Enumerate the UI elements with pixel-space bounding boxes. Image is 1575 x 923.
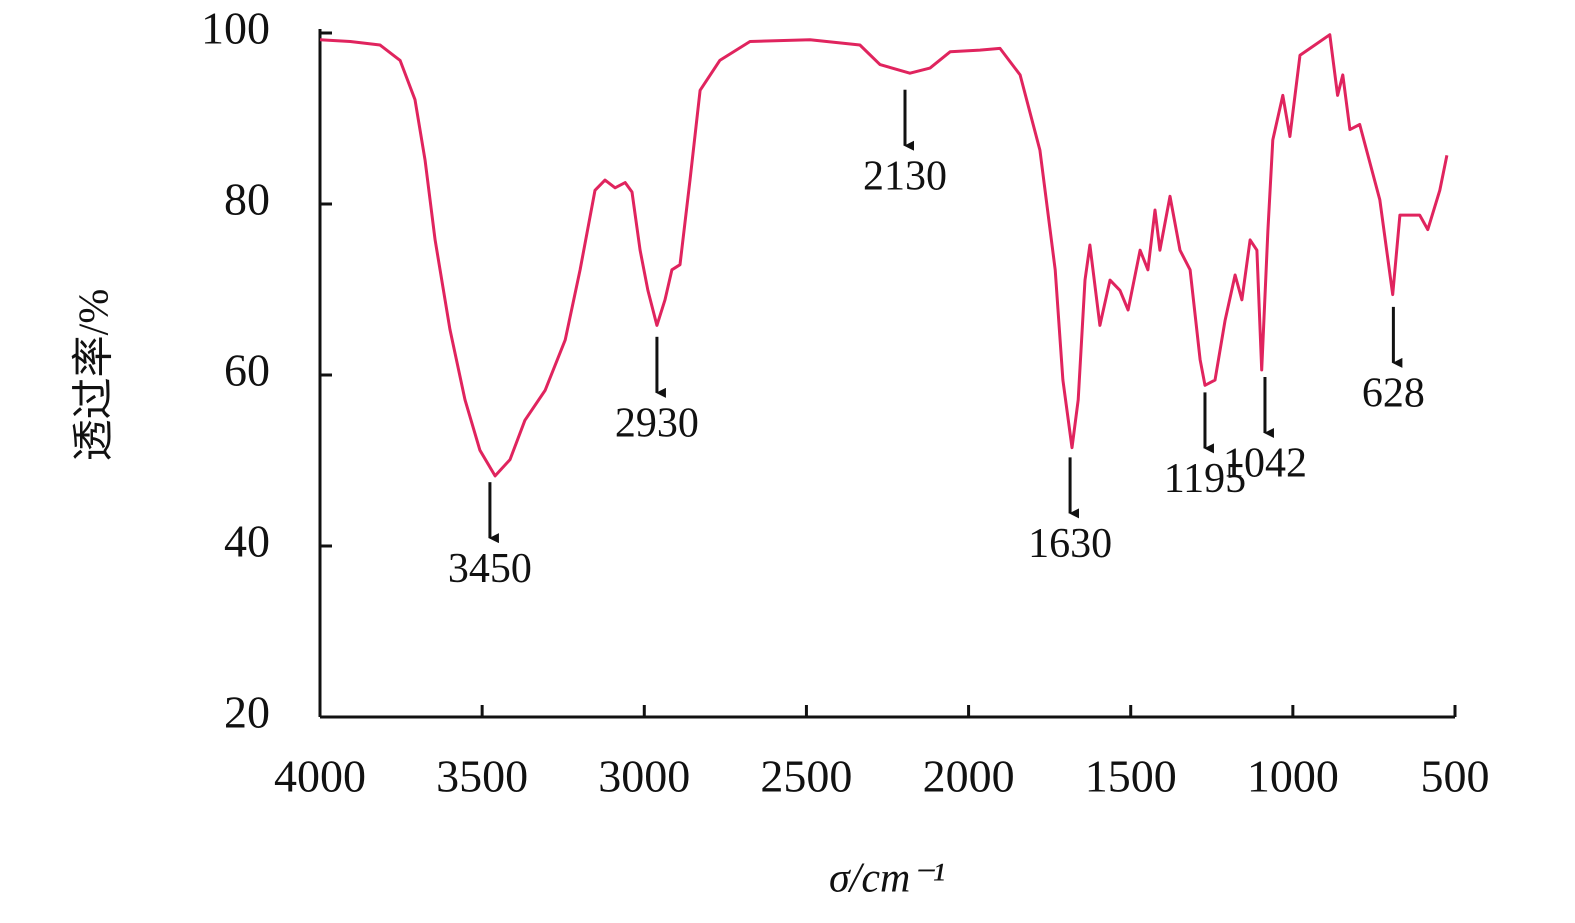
annotation-label: 2130 bbox=[863, 153, 947, 199]
annotation-label: 2930 bbox=[615, 400, 699, 446]
annotation-label: 3450 bbox=[448, 546, 532, 592]
x-tick-label: 1500 bbox=[1085, 751, 1177, 802]
y-tick-label: 100 bbox=[201, 3, 270, 54]
x-tick-label: 1000 bbox=[1247, 751, 1339, 802]
annotation-label: 1195 bbox=[1164, 456, 1246, 502]
x-tick-label: 3000 bbox=[598, 751, 690, 802]
spectrum-line bbox=[319, 33, 1449, 478]
y-axis-label: 透过率/% bbox=[71, 289, 118, 462]
y-tick-label: 80 bbox=[224, 174, 270, 225]
x-tick-label: 500 bbox=[1421, 751, 1490, 802]
x-tick-label: 2500 bbox=[760, 751, 852, 802]
annotation-label: 628 bbox=[1362, 371, 1425, 417]
x-axis-label: σ/cm⁻¹ bbox=[829, 856, 945, 902]
annotation-label: 1042 bbox=[1223, 441, 1307, 487]
x-tick-label: 3500 bbox=[436, 751, 528, 802]
x-tick-label: 2000 bbox=[923, 751, 1015, 802]
y-tick-label: 40 bbox=[224, 516, 270, 567]
y-tick-label: 60 bbox=[224, 345, 270, 396]
y-tick-label: 20 bbox=[224, 687, 270, 738]
x-tick-label: 4000 bbox=[274, 751, 366, 802]
annotation-label: 1630 bbox=[1028, 521, 1112, 567]
